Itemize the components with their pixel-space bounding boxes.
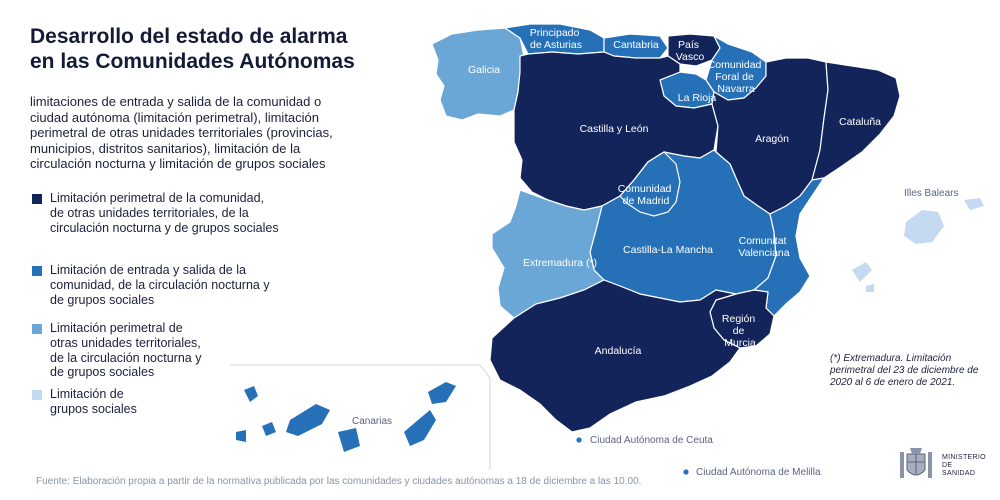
extremadura-note: (*) Extremadura. Limitación perimetral d… (830, 353, 979, 388)
label-extremadura: Extremadura (*) (523, 257, 597, 269)
title-line-1: Desarrollo del estado de alarma (30, 25, 348, 48)
legend-label: Limitación perimetral de la comunidad, d… (50, 191, 279, 235)
source-text: Fuente: Elaboración propia a partir de l… (36, 476, 642, 487)
label-murcia: Región de Murcia (722, 313, 758, 349)
label-murcia-line2: de (733, 325, 745, 337)
region-madrid (619, 151, 681, 217)
label-valenciana-line2: Valenciana (738, 247, 789, 259)
label-valenciana-line1: Comunitat (739, 235, 787, 247)
label-pais-vasco: País Vasco (676, 39, 705, 63)
label-castilla-mancha: Castilla-La Mancha (623, 244, 713, 256)
legend-label: Limitación de entrada y salida de la com… (50, 263, 270, 307)
region-galicia (431, 27, 525, 121)
region-canarias (236, 382, 456, 452)
label-pais-vasco-line2: Vasco (676, 51, 705, 63)
legend-swatch (32, 194, 42, 204)
label-asturias-line1: Principado (530, 27, 580, 39)
legend-label: Limitación perimetral de otras unidades … (50, 321, 202, 380)
legend-label: Limitación de grupos sociales (50, 387, 137, 416)
legend-swatch (32, 266, 42, 276)
label-galicia: Galicia (468, 64, 500, 76)
label-andalucia: Andalucía (595, 345, 642, 357)
label-asturias-line2: de Asturias (530, 39, 582, 51)
label-cataluna: Cataluña (839, 116, 881, 128)
region-baleares-menorca (964, 198, 984, 210)
label-cantabria: Cantabria (613, 39, 659, 51)
label-navarra-line2: Foral de (715, 71, 754, 83)
legend-swatch (32, 390, 42, 400)
label-baleares: Illes Balears (904, 188, 958, 199)
page-title: Desarrollo del estado de alarma en las C… (30, 24, 410, 74)
ministry-name: MINISTERIO DE SANIDAD (942, 454, 986, 477)
region-andalucia (489, 279, 741, 433)
label-murcia-line3: Murcia (724, 337, 756, 349)
melilla-marker (683, 469, 689, 475)
subtitle: limitaciones de entrada y salida de la c… (30, 94, 333, 171)
coat-of-arms-icon (900, 448, 932, 478)
label-navarra: Comunidad Foral de Navarra (708, 59, 765, 95)
label-castilla-leon: Castilla y León (580, 123, 649, 135)
legend-swatch (32, 324, 42, 334)
label-navarra-line1: Comunidad (708, 59, 762, 71)
label-ceuta: Ciudad Autónoma de Ceuta (590, 435, 713, 446)
label-la-rioja: La Rioja (678, 92, 717, 104)
label-madrid-line1: Comunidad (618, 183, 672, 195)
label-asturias: Principado de Asturias (530, 27, 583, 51)
region-baleares-ibiza (852, 262, 872, 282)
label-murcia-line1: Región (722, 313, 755, 325)
title-line-2: en las Comunidades Autónomas (30, 50, 355, 73)
label-pais-vasco-line1: País (678, 39, 699, 51)
label-melilla: Ciudad Autónoma de Melilla (696, 467, 821, 478)
label-navarra-line3: Navarra (717, 83, 755, 95)
label-madrid-line2: de Madrid (623, 195, 670, 207)
label-aragon: Aragón (755, 133, 789, 145)
region-baleares (904, 210, 944, 244)
label-valenciana: Comunitat Valenciana (738, 235, 789, 259)
region-pais-vasco (667, 33, 721, 67)
region-baleares-formentera (866, 284, 874, 292)
region-cataluna (811, 61, 901, 181)
canarias-inset-border (230, 364, 491, 470)
ceuta-marker (576, 437, 582, 443)
label-canarias: Canarias (352, 416, 392, 427)
ministry-logo: MINISTERIO DE SANIDAD (896, 444, 986, 484)
label-madrid: Comunidad de Madrid (618, 183, 675, 207)
